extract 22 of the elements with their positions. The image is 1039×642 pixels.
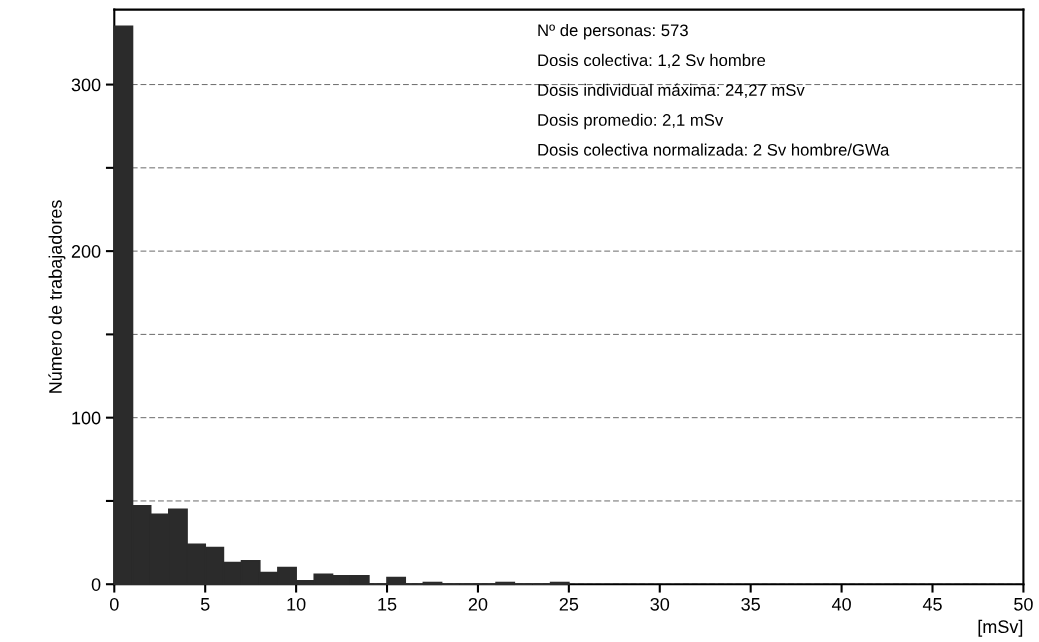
x-tick-label: 40 bbox=[831, 597, 851, 611]
annotation: Dosis promedio: 2,1 mSv bbox=[538, 113, 724, 130]
x-tick-label: 45 bbox=[922, 598, 942, 611]
x-tick-label: 5 bbox=[200, 598, 210, 611]
x-tick-label: 25 bbox=[559, 597, 579, 611]
y-tick-label: 0 bbox=[91, 578, 101, 591]
x-tick-label: 15 bbox=[378, 598, 397, 611]
annotation: Nº de personas: 573 bbox=[538, 23, 688, 40]
x-tick-label: 0 bbox=[109, 597, 119, 611]
y-tick-label: 200 bbox=[71, 245, 101, 258]
annotation: Dosis colectiva normalizada: 2 Sv hombre/GWa bbox=[538, 143, 890, 156]
x-tick-label: 50 bbox=[1014, 597, 1033, 611]
x-tick-label: 10 bbox=[287, 597, 306, 611]
x-tick-label: 35 bbox=[741, 597, 760, 611]
annotation: Dosis colectiva: 1,2 Sv hombre bbox=[538, 53, 766, 69]
y-tick-label: 300 bbox=[71, 78, 101, 92]
x-tick-label: 30 bbox=[650, 597, 670, 611]
x-axis-title: [mSv] bbox=[978, 619, 1023, 637]
x-tick-label: 20 bbox=[468, 597, 488, 611]
annotation: Dosis individual máxima: 24,27 mSv bbox=[538, 83, 805, 98]
y-axis-title: Número de trabajadores bbox=[48, 200, 66, 393]
y-tick-label: 100 bbox=[72, 411, 101, 425]
